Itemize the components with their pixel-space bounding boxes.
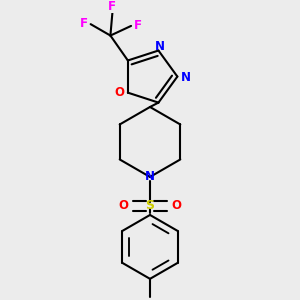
Text: O: O bbox=[118, 199, 128, 212]
Text: F: F bbox=[107, 0, 116, 13]
Text: F: F bbox=[80, 17, 88, 30]
Text: O: O bbox=[115, 85, 124, 98]
Text: O: O bbox=[172, 199, 182, 212]
Text: F: F bbox=[134, 19, 142, 32]
Text: N: N bbox=[145, 170, 155, 183]
Text: N: N bbox=[181, 71, 190, 84]
Text: N: N bbox=[155, 40, 165, 53]
Text: S: S bbox=[146, 199, 154, 212]
